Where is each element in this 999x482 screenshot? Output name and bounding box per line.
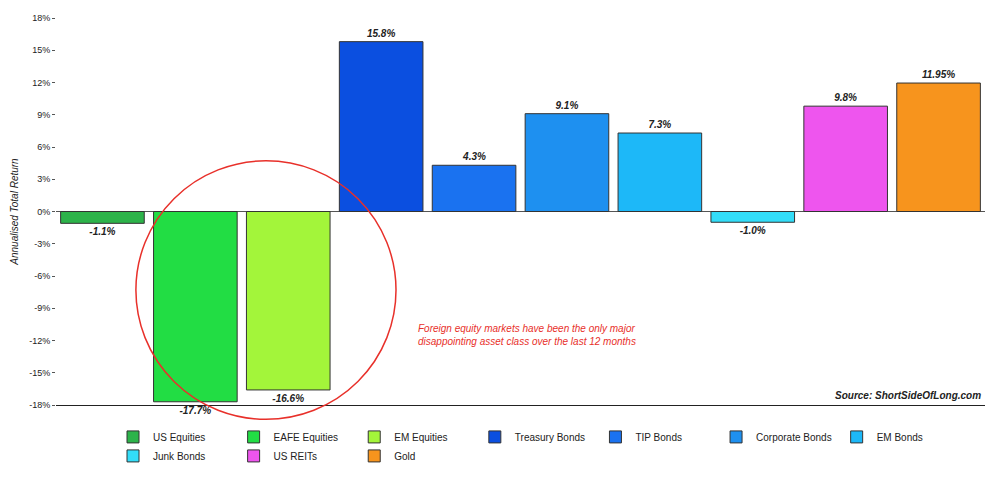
svg-text:15%: 15%	[32, 45, 50, 55]
svg-text:-1.0%: -1.0%	[740, 225, 766, 236]
svg-text:-1.1%: -1.1%	[89, 226, 115, 237]
svg-text:-12%: -12%	[29, 336, 50, 346]
svg-text:9.1%: 9.1%	[556, 100, 579, 111]
svg-text:Junk Bonds: Junk Bonds	[153, 451, 205, 462]
svg-text:15.8%: 15.8%	[367, 28, 395, 39]
svg-text:EM Bonds: EM Bonds	[877, 432, 923, 443]
svg-text:US REITs: US REITs	[274, 451, 317, 462]
svg-text:Source: ShortSideOfLong.com: Source: ShortSideOfLong.com	[835, 390, 981, 401]
svg-text:4.3%: 4.3%	[462, 151, 486, 162]
svg-text:Corporate Bonds: Corporate Bonds	[756, 432, 832, 443]
svg-text:6%: 6%	[37, 142, 50, 152]
svg-text:-15%: -15%	[29, 368, 50, 378]
svg-text:-9%: -9%	[34, 303, 50, 313]
svg-text:11.95%: 11.95%	[922, 69, 955, 80]
svg-text:-17.7%: -17.7%	[179, 405, 211, 416]
svg-text:-3%: -3%	[34, 239, 50, 249]
svg-text:18%: 18%	[32, 13, 50, 23]
svg-text:Gold: Gold	[394, 451, 415, 462]
svg-text:9%: 9%	[37, 110, 50, 120]
svg-text:Foreign equity markets have be: Foreign equity markets have been the onl…	[418, 323, 636, 347]
svg-text:TIP Bonds: TIP Bonds	[635, 432, 682, 443]
svg-text:-6%: -6%	[34, 271, 50, 281]
svg-text:3%: 3%	[37, 174, 50, 184]
svg-text:-18%: -18%	[29, 400, 50, 410]
svg-text:-16.6%: -16.6%	[272, 393, 304, 404]
svg-text:Annualised Total Return: Annualised Total Return	[9, 158, 20, 266]
svg-text:Treasury Bonds: Treasury Bonds	[515, 432, 585, 443]
svg-text:EM Equities: EM Equities	[394, 432, 447, 443]
svg-text:EAFE Equities: EAFE Equities	[274, 432, 338, 443]
svg-text:9.8%: 9.8%	[834, 92, 857, 103]
svg-text:US Equities: US Equities	[153, 432, 205, 443]
svg-text:12%: 12%	[32, 78, 50, 88]
svg-text:7.3%: 7.3%	[648, 119, 671, 130]
svg-text:0%: 0%	[37, 207, 50, 217]
